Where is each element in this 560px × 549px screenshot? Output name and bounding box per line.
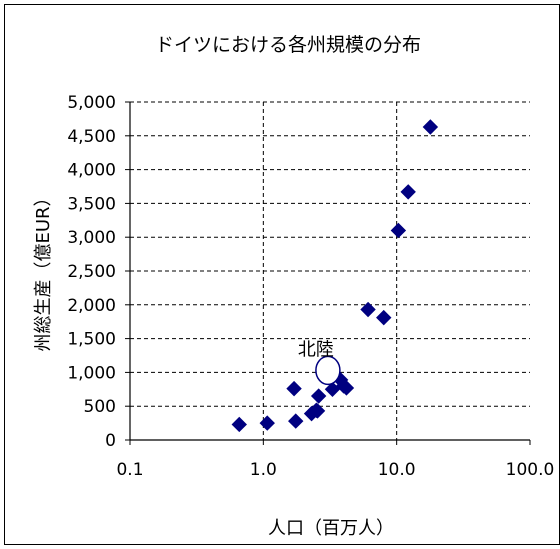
data-point — [231, 416, 247, 433]
x-axis-label: 人口（百万人） — [268, 518, 394, 539]
y-tick-label: 4,500 — [67, 127, 116, 147]
x-tick-label: 0.1 — [116, 460, 143, 480]
data-points: 北陸 — [231, 119, 439, 433]
highlight-point — [315, 355, 341, 386]
data-point — [286, 380, 302, 397]
data-point — [376, 309, 392, 326]
y-tick-labels: 0 500 1,000 1,500 2,000 2,500 3,000 3,500 4,000 4… — [67, 93, 116, 451]
y-tick-label: 1,000 — [67, 363, 116, 383]
y-tick-label: 500 — [84, 397, 116, 417]
x-tick-label: 10.0 — [378, 460, 416, 480]
y-tick-label: 1,500 — [67, 330, 116, 350]
highlight-point-label: 北陸 — [298, 339, 334, 360]
data-point — [390, 222, 407, 239]
y-tick-label: 0 — [105, 431, 116, 451]
x-tick-label: 1.0 — [250, 460, 277, 480]
data-point — [360, 301, 376, 318]
data-point — [309, 403, 326, 419]
y-tick-label: 4,000 — [67, 161, 116, 181]
plot-axes — [125, 101, 531, 445]
x-tick-labels: 0.1 1.0 10.0 100.0 — [116, 460, 554, 480]
y-tick-label: 5,000 — [67, 93, 116, 113]
data-point — [422, 119, 439, 135]
y-axis-label: 州総生産（億EUR） — [33, 188, 54, 351]
data-point — [259, 415, 275, 431]
data-point — [400, 184, 416, 200]
data-point — [310, 388, 327, 404]
y-tick-label: 2,500 — [67, 262, 116, 282]
y-tick-label: 3,500 — [67, 194, 116, 214]
y-tick-label: 3,000 — [67, 228, 116, 248]
data-point — [288, 413, 304, 429]
x-tick-label: 100.0 — [506, 460, 555, 480]
chart-title: ドイツにおける各州規模の分布 — [155, 34, 421, 56]
data-point — [338, 380, 355, 396]
y-tick-label: 2,000 — [67, 296, 116, 316]
